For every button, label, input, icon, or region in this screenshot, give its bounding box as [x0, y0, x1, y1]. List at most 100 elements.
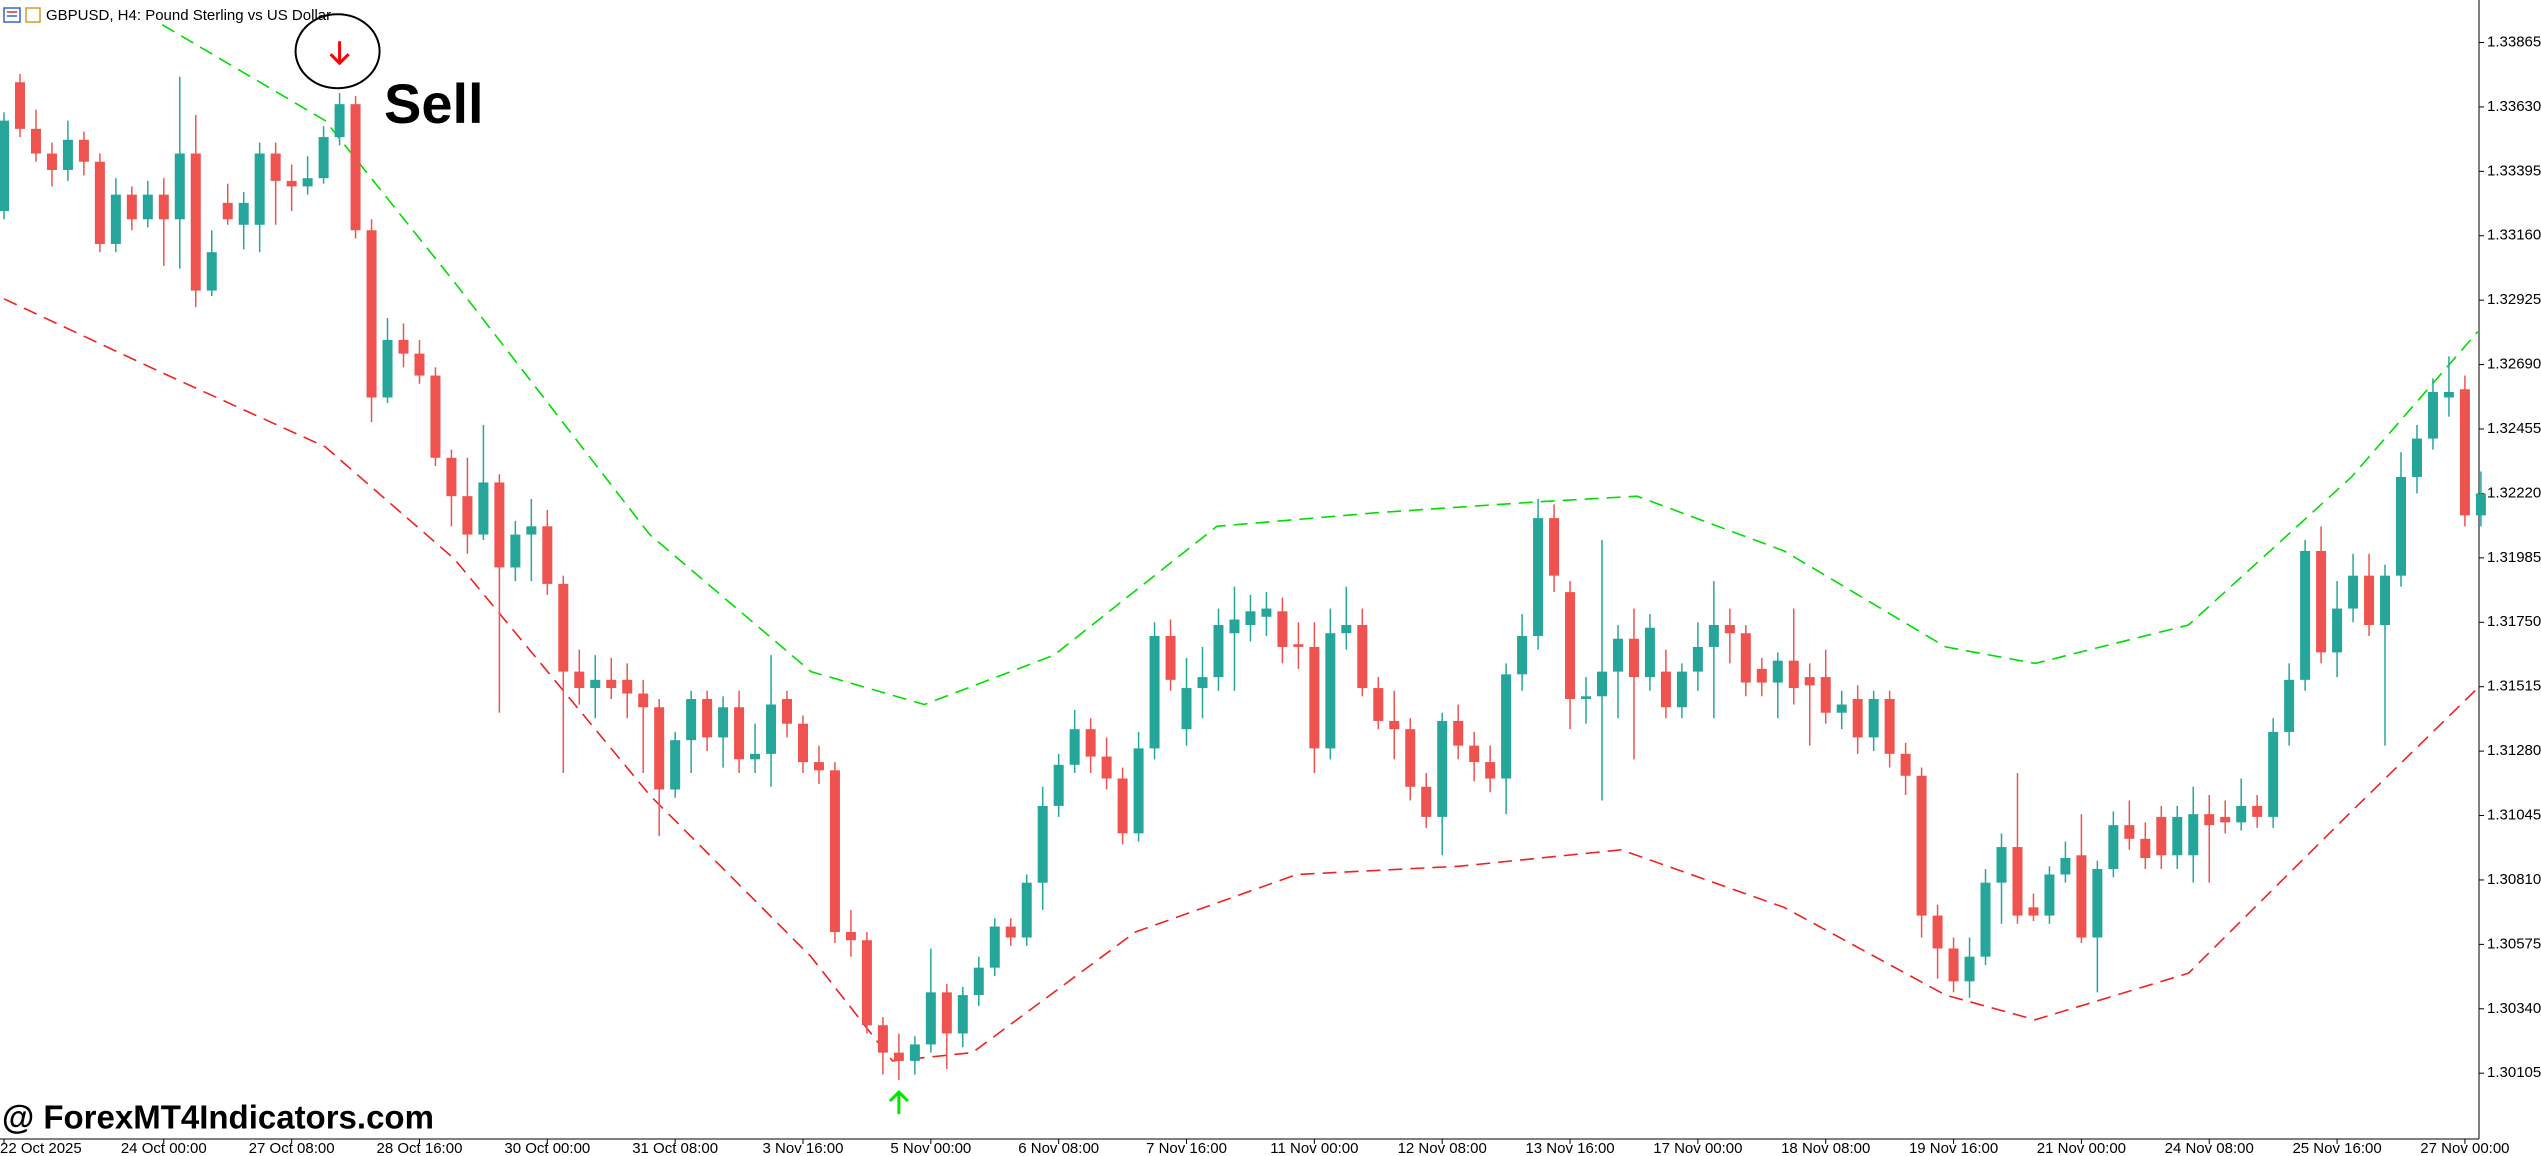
candle-body — [238, 202, 249, 225]
candle-body — [110, 194, 121, 244]
candle-body — [270, 153, 281, 181]
candle-body — [1261, 608, 1272, 617]
candle-body — [174, 153, 185, 220]
candle-body — [30, 128, 41, 154]
candle-body — [62, 139, 73, 170]
candle-body — [574, 671, 585, 689]
candle-body — [478, 482, 489, 535]
candle-body — [1836, 704, 1847, 713]
candle-body — [1085, 729, 1096, 757]
candle-body — [542, 526, 553, 584]
candle-body — [750, 753, 761, 760]
sell-annotation: Sell — [384, 72, 484, 135]
candle-body — [1692, 646, 1703, 672]
x-tick-label: 24 Nov 08:00 — [2165, 1140, 2254, 1156]
candle-body — [2060, 858, 2071, 875]
candle-body — [1820, 677, 1831, 713]
candle-body — [350, 104, 361, 231]
candle-body — [2284, 679, 2295, 732]
sell-circle — [294, 13, 381, 90]
candle-body — [430, 375, 441, 458]
candle-body — [941, 992, 952, 1034]
candle-body — [318, 137, 329, 179]
candle-body — [2411, 438, 2422, 477]
candle-body — [1501, 674, 1512, 779]
candle-body — [1213, 625, 1224, 678]
candle-body — [2364, 575, 2375, 626]
candle-body — [1996, 847, 2007, 883]
candle-body — [78, 139, 89, 162]
candle-body — [798, 723, 808, 763]
candle-body — [14, 82, 25, 129]
candle-body — [2028, 907, 2039, 916]
header: GBPUSD, H4: Pound Sterling vs US Dollar — [3, 7, 331, 24]
candle-body — [702, 699, 713, 738]
candle-body — [654, 707, 665, 790]
candle-body — [670, 740, 681, 790]
candle-body — [1389, 720, 1400, 730]
candle-body — [158, 194, 169, 220]
candle-body — [1325, 633, 1336, 749]
candle-body — [414, 353, 425, 376]
candle-body — [1660, 671, 1671, 708]
symbol-icon[interactable] — [25, 7, 41, 23]
candle-body — [590, 679, 601, 689]
candle-body — [686, 699, 697, 741]
x-tick-label: 30 Oct 00:00 — [504, 1140, 590, 1156]
candle-body — [1676, 671, 1687, 708]
y-tick-label: 1.31280 — [2487, 742, 2541, 759]
candle-body — [1628, 638, 1639, 678]
candle-body — [1005, 926, 1016, 938]
candle-body — [2108, 825, 2119, 869]
candle-body — [1421, 786, 1432, 817]
candle-body — [2172, 816, 2183, 856]
x-tick-label: 6 Nov 08:00 — [1018, 1140, 1099, 1156]
candle-body — [1357, 625, 1368, 689]
candle-body — [2220, 816, 2231, 823]
y-tick-label: 1.30105 — [2487, 1064, 2541, 1081]
candle-body — [398, 339, 409, 354]
candle-body — [1597, 671, 1607, 697]
x-tick-label: 27 Oct 08:00 — [249, 1140, 335, 1156]
candle-body — [1772, 660, 1783, 683]
candle-body — [1916, 775, 1927, 916]
candle-body — [334, 104, 345, 138]
candle-body — [2252, 805, 2263, 817]
candle-body — [1932, 915, 1943, 949]
y-tick-label: 1.31985 — [2487, 549, 2541, 566]
candle-body — [2268, 731, 2279, 817]
candle-body — [1485, 762, 1496, 779]
candle-body — [1181, 688, 1192, 730]
candle-body — [1565, 592, 1576, 700]
candle-body — [302, 178, 313, 187]
x-tick-label: 13 Nov 16:00 — [1525, 1140, 1614, 1156]
candle-body — [2236, 805, 2247, 823]
candle-body — [494, 482, 505, 568]
band-line — [3, 298, 2479, 1062]
candle-body — [1277, 611, 1288, 647]
candle-body — [526, 526, 537, 535]
candle-body — [989, 926, 1000, 968]
candle-body — [909, 1044, 920, 1061]
y-tick-label: 1.32925 — [2487, 291, 2541, 308]
candle-body — [2140, 838, 2151, 859]
menu-icon[interactable] — [3, 7, 21, 23]
candle-body — [0, 120, 9, 212]
candle-body — [1245, 611, 1256, 626]
candle-body — [1852, 699, 1863, 738]
candle-body — [1021, 882, 1032, 938]
y-tick-label: 1.33395 — [2487, 162, 2541, 179]
candle-body — [2459, 389, 2470, 516]
y-tick-label: 1.30340 — [2487, 1000, 2541, 1017]
candle-body — [254, 153, 265, 225]
candle-body — [877, 1025, 888, 1053]
candle-body — [2092, 868, 2103, 938]
candle-body — [734, 707, 745, 760]
candle-body — [1517, 635, 1528, 675]
candle-body — [1533, 518, 1544, 636]
candle-body — [782, 699, 793, 724]
candle-body — [1453, 720, 1464, 746]
x-tick-label: 5 Nov 00:00 — [890, 1140, 971, 1156]
